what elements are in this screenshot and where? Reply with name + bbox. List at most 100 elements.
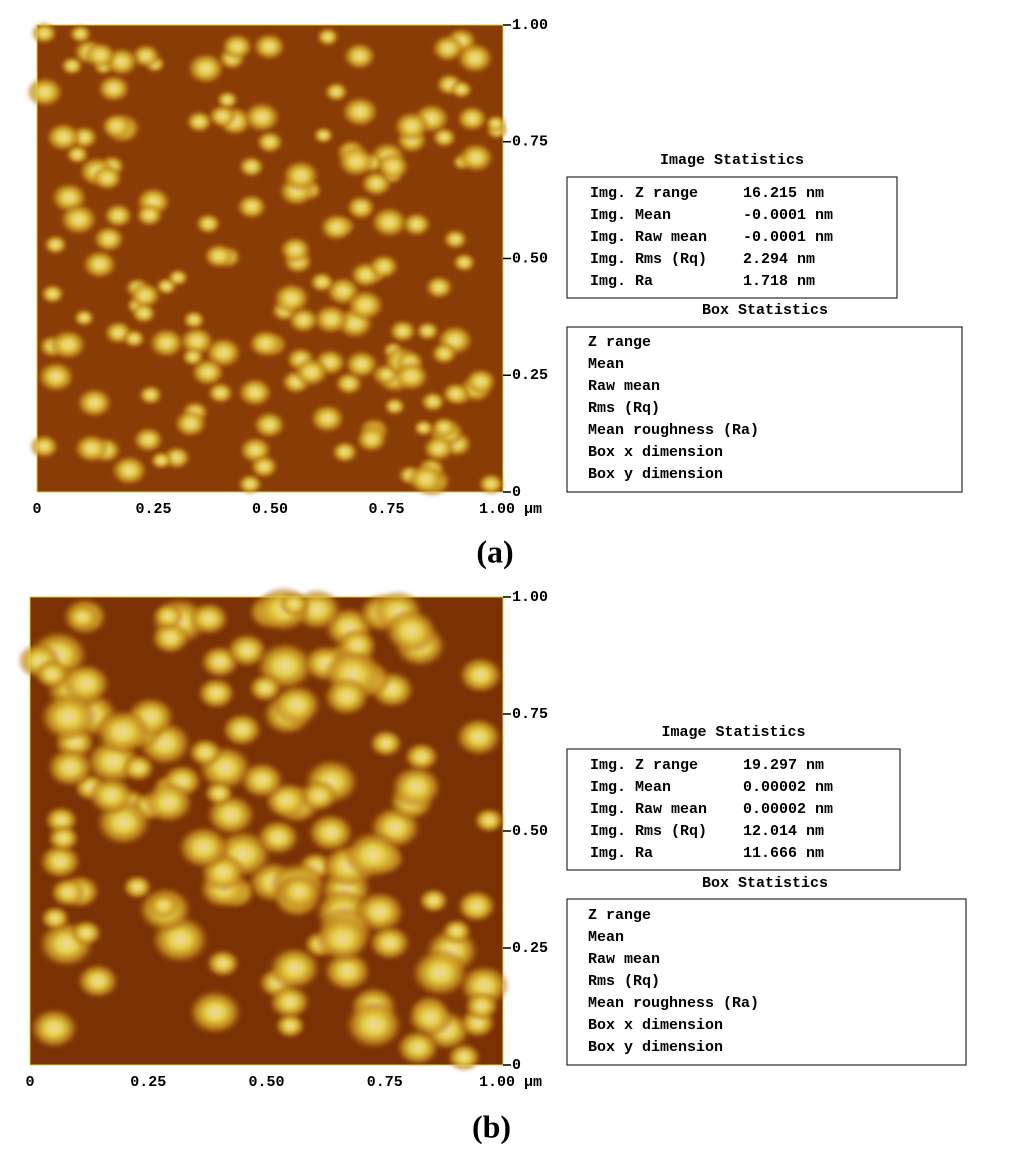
stat-label: Img. Ra xyxy=(590,845,653,862)
stat-label: Img. Mean xyxy=(590,779,671,796)
afm-grain xyxy=(323,81,349,103)
box-stat-label: Box x dimension xyxy=(588,1017,723,1034)
stat-value: 19.297 nm xyxy=(743,757,824,774)
afm-grain xyxy=(143,781,195,824)
afm-grain xyxy=(252,411,286,439)
afm-grain xyxy=(187,989,243,1036)
afm-grain xyxy=(410,948,470,998)
afm-grain xyxy=(456,105,488,132)
afm-grain xyxy=(281,159,320,192)
stat-value: 12.014 nm xyxy=(743,823,824,840)
x-tick-label: 0 xyxy=(25,1074,34,1091)
afm-grain xyxy=(458,656,504,694)
afm-grain xyxy=(207,104,237,129)
afm-grain xyxy=(431,416,457,439)
afm-grain xyxy=(314,915,371,963)
image-statistics-title: Image Statistics xyxy=(660,152,804,169)
afm-grain xyxy=(268,946,322,991)
afm-grain xyxy=(322,676,371,717)
afm-grain xyxy=(49,329,87,361)
stat-label: Img. Ra xyxy=(590,273,653,290)
afm-grain xyxy=(150,451,173,470)
stat-label: Img. Raw mean xyxy=(590,801,707,818)
x-tick-label: 0.75 xyxy=(367,1074,403,1091)
afm-grain xyxy=(255,819,301,856)
afm-grain xyxy=(299,779,339,813)
afm-grain xyxy=(452,252,477,273)
afm-grain xyxy=(29,434,60,459)
afm-grain xyxy=(343,830,403,880)
afm-grain xyxy=(81,249,118,280)
afm-grain xyxy=(121,753,156,782)
afm-grain xyxy=(463,991,500,1021)
afm-grain xyxy=(60,56,84,76)
afm-grain xyxy=(34,659,71,690)
afm-grain xyxy=(418,887,450,914)
afm-grain xyxy=(272,282,311,315)
stat-label: Img. Raw mean xyxy=(590,229,707,246)
afm-grain xyxy=(390,765,443,809)
afm-grain xyxy=(49,877,87,908)
box-stat-label: Raw mean xyxy=(588,378,660,395)
afm-grain xyxy=(454,717,503,757)
afm-grain xyxy=(181,347,205,367)
afm-grain xyxy=(185,110,213,134)
afm-grain xyxy=(26,76,64,108)
afm-grain xyxy=(84,41,117,69)
afm-texture xyxy=(17,586,510,1072)
afm-grain xyxy=(100,113,133,140)
afm-grain xyxy=(236,193,268,220)
stat-label: Img. Mean xyxy=(590,207,671,224)
stat-value: 11.666 nm xyxy=(743,845,824,862)
afm-grain xyxy=(457,142,495,173)
afm-grain xyxy=(220,33,254,61)
afm-grain xyxy=(309,403,346,434)
afm-grain xyxy=(413,419,435,437)
y-tick-label: 1.00 xyxy=(512,589,548,606)
afm-grain xyxy=(122,328,146,349)
y-tick-label: 0 xyxy=(512,1057,521,1074)
image-statistics-title: Image Statistics xyxy=(661,724,805,741)
afm-grain xyxy=(249,454,279,479)
afm-grain xyxy=(195,212,222,235)
box-stat-label: Z range xyxy=(588,907,651,924)
afm-grain xyxy=(455,42,495,74)
afm-grain xyxy=(39,692,98,742)
afm-grain xyxy=(103,202,134,229)
afm-grain xyxy=(45,747,95,788)
panel-caption: (a) xyxy=(476,533,513,569)
afm-grain xyxy=(441,381,470,406)
afm-grain xyxy=(177,825,231,870)
x-tick-label: 0.25 xyxy=(135,501,171,518)
stat-label: Img. Rms (Rq) xyxy=(590,823,707,840)
afm-grain xyxy=(252,32,287,61)
afm-grain xyxy=(464,368,497,395)
afm-grain xyxy=(344,349,380,379)
afm-grain xyxy=(68,24,92,44)
stat-label: Img. Z range xyxy=(590,185,698,202)
box-stat-label: Box x dimension xyxy=(588,444,723,461)
image-statistics-box xyxy=(566,176,898,299)
afm-grain xyxy=(110,454,148,486)
afm-grain xyxy=(135,203,164,227)
box-statistics-box xyxy=(566,898,967,1066)
box-stat-label: Box y dimension xyxy=(588,466,723,483)
afm-grain xyxy=(293,357,330,388)
afm-grain xyxy=(30,22,58,45)
afm-grain xyxy=(239,761,285,800)
box-stat-label: Raw mean xyxy=(588,951,660,968)
x-tick-label: 0.50 xyxy=(252,501,288,518)
afm-grain xyxy=(374,364,399,385)
box-statistics-title: Box Statistics xyxy=(702,875,828,892)
afm-grain xyxy=(388,319,417,344)
y-tick-label: 0 xyxy=(512,484,521,501)
afm-grain xyxy=(76,387,113,419)
afm-grain xyxy=(92,225,126,253)
afm-grain xyxy=(370,206,409,239)
afm-grain xyxy=(422,434,455,462)
afm-grain xyxy=(403,741,440,772)
box-stat-label: Z range xyxy=(588,334,651,351)
afm-grain xyxy=(319,213,354,242)
